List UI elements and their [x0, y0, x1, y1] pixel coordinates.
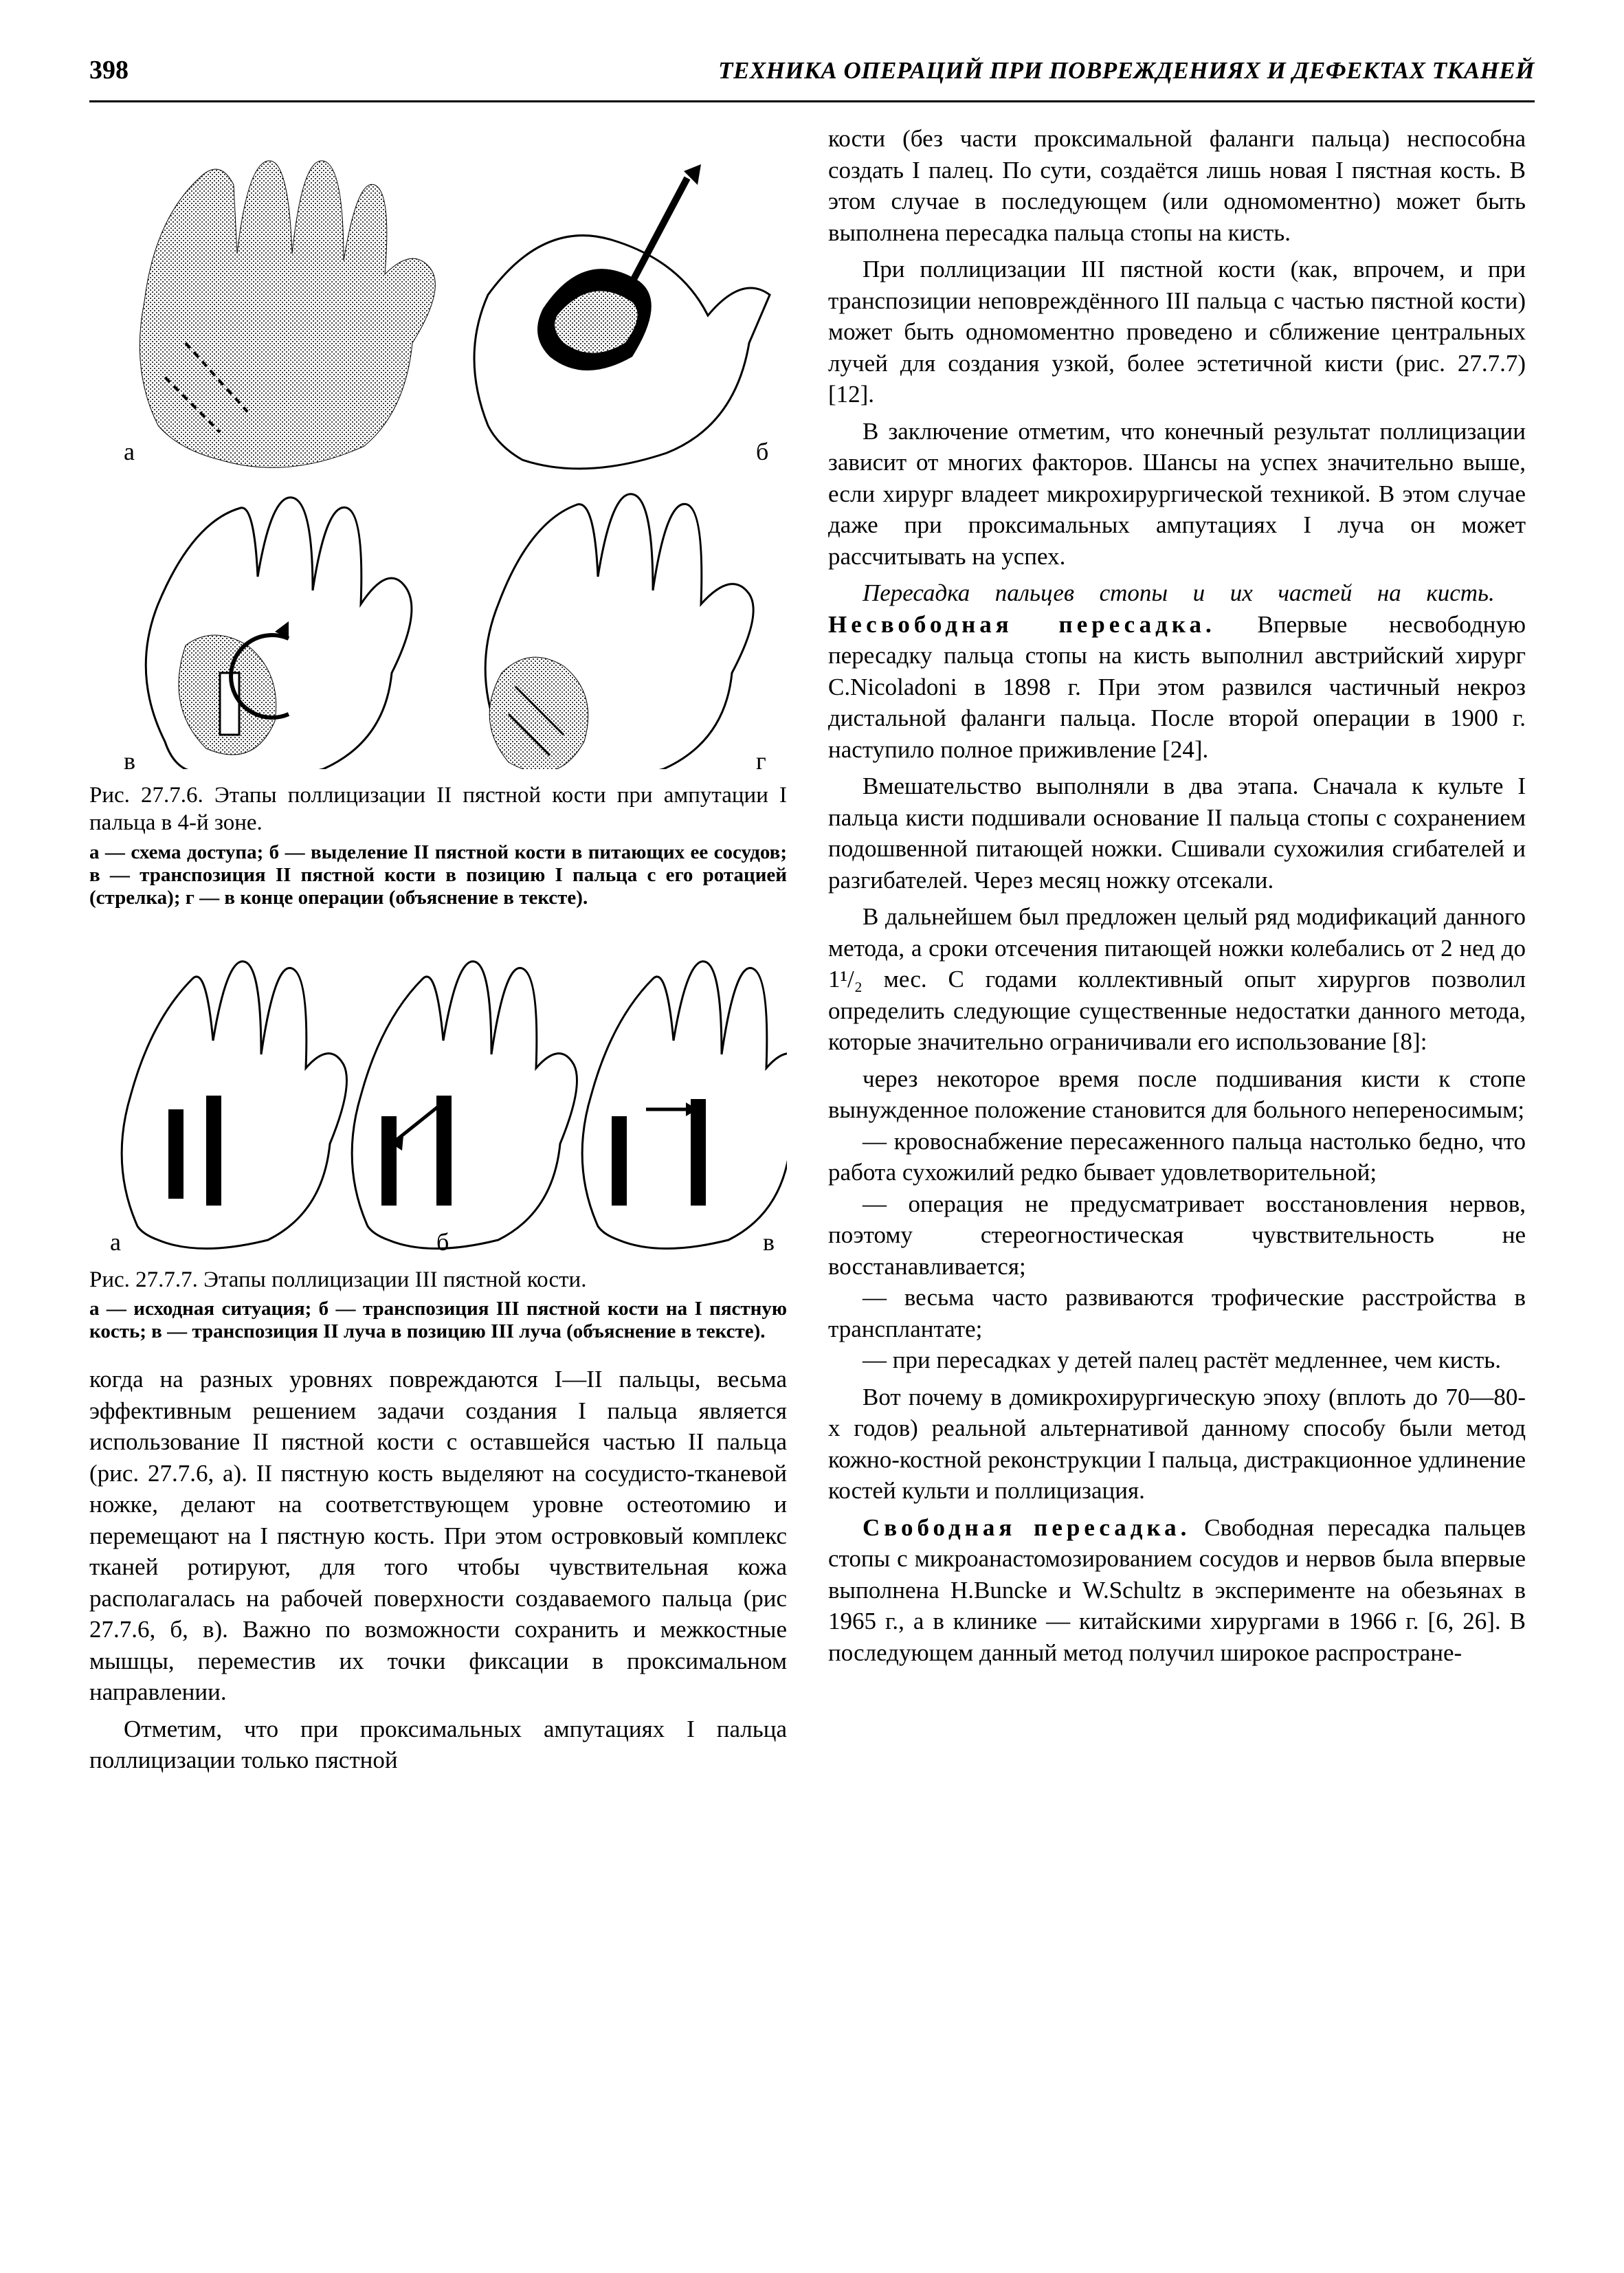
right-li-1: через некоторое время после подшивания к… — [828, 1063, 1526, 1126]
figure-27-7-6: а б — [89, 123, 787, 910]
page: 398 ТЕХНИКА ОПЕРАЦИЙ ПРИ ПОВРЕЖДЕНИЯХ И … — [0, 0, 1624, 2273]
left-para-2: Отметим, что при проксимальных ампутация… — [89, 1714, 787, 1776]
right-para-5: Вмешательство выполняли в два этапа. Сна… — [828, 770, 1526, 896]
left-column: а б — [89, 123, 787, 1776]
right-para-8: Свободная пересадка. Свободная пересадка… — [828, 1512, 1526, 1669]
right-para-1: кости (без части проксимальной фаланги п… — [828, 123, 1526, 248]
right-para-6: В дальнейшем был предложен целый ряд мод… — [828, 901, 1526, 1058]
right-p4-spaced: Несвободная пересадка. — [828, 611, 1216, 638]
figure-27-7-7-caption: Рис. 27.7.7. Этапы поллицизации III пяст… — [89, 1266, 787, 1294]
header-row: 398 ТЕХНИКА ОПЕРАЦИЙ ПРИ ПОВРЕЖДЕНИЯХ И … — [89, 55, 1535, 96]
right-li-5: — при пересадках у детей палец растёт ме… — [828, 1344, 1526, 1376]
right-para-7: Вот почему в домикрохирургическую эпоху … — [828, 1382, 1526, 1507]
figure-27-7-6-sub: а — схема доступа; б — выделение II пяст… — [89, 841, 787, 910]
page-number: 398 — [89, 55, 129, 85]
figure-27-7-6-image: а б — [89, 123, 787, 769]
right-p4-italic-lead: Пересадка пальцев стопы и их частей на к… — [863, 579, 1495, 606]
figure-27-7-7: а б — [89, 931, 787, 1344]
figure-27-7-7-sub: а — исходная ситуация; б — транспозиция … — [89, 1298, 787, 1344]
fig1-label-b: б — [756, 438, 768, 465]
left-para-1: когда на разных уровнях повреждаются I—I… — [89, 1364, 787, 1708]
fig1-label-d: г — [756, 747, 766, 769]
right-column: кости (без части проксимальной фаланги п… — [828, 123, 1526, 1776]
fig2-label-c: в — [763, 1228, 775, 1254]
figure-27-7-6-caption: Рис. 27.7.6. Этапы поллицизации II пястн… — [89, 781, 787, 837]
right-para-4: Пересадка пальцев стопы и их частей на к… — [828, 577, 1526, 765]
right-li-3: — операция не предусматривает восстановл… — [828, 1188, 1526, 1283]
fig1-label-a: а — [124, 438, 135, 465]
columns: а б — [89, 123, 1535, 1776]
figure-27-7-7-image: а б — [89, 931, 787, 1254]
right-li-2: — кровоснабжение пересаженного пальца на… — [828, 1126, 1526, 1188]
right-para-2: При поллицизации III пястной кости (как,… — [828, 254, 1526, 410]
right-para-3: В заключение отметим, что конечный резул… — [828, 416, 1526, 573]
fig1-label-c: в — [124, 747, 135, 769]
right-li-4: — весьма часто развиваются трофические р… — [828, 1282, 1526, 1344]
fig2-label-b: б — [436, 1228, 449, 1254]
fig2-label-a: а — [110, 1228, 121, 1254]
running-head: ТЕХНИКА ОПЕРАЦИЙ ПРИ ПОВРЕЖДЕНИЯХ И ДЕФЕ… — [718, 57, 1535, 85]
header-rule — [89, 100, 1535, 102]
right-p8-spaced: Свободная пересадка. — [863, 1514, 1190, 1541]
